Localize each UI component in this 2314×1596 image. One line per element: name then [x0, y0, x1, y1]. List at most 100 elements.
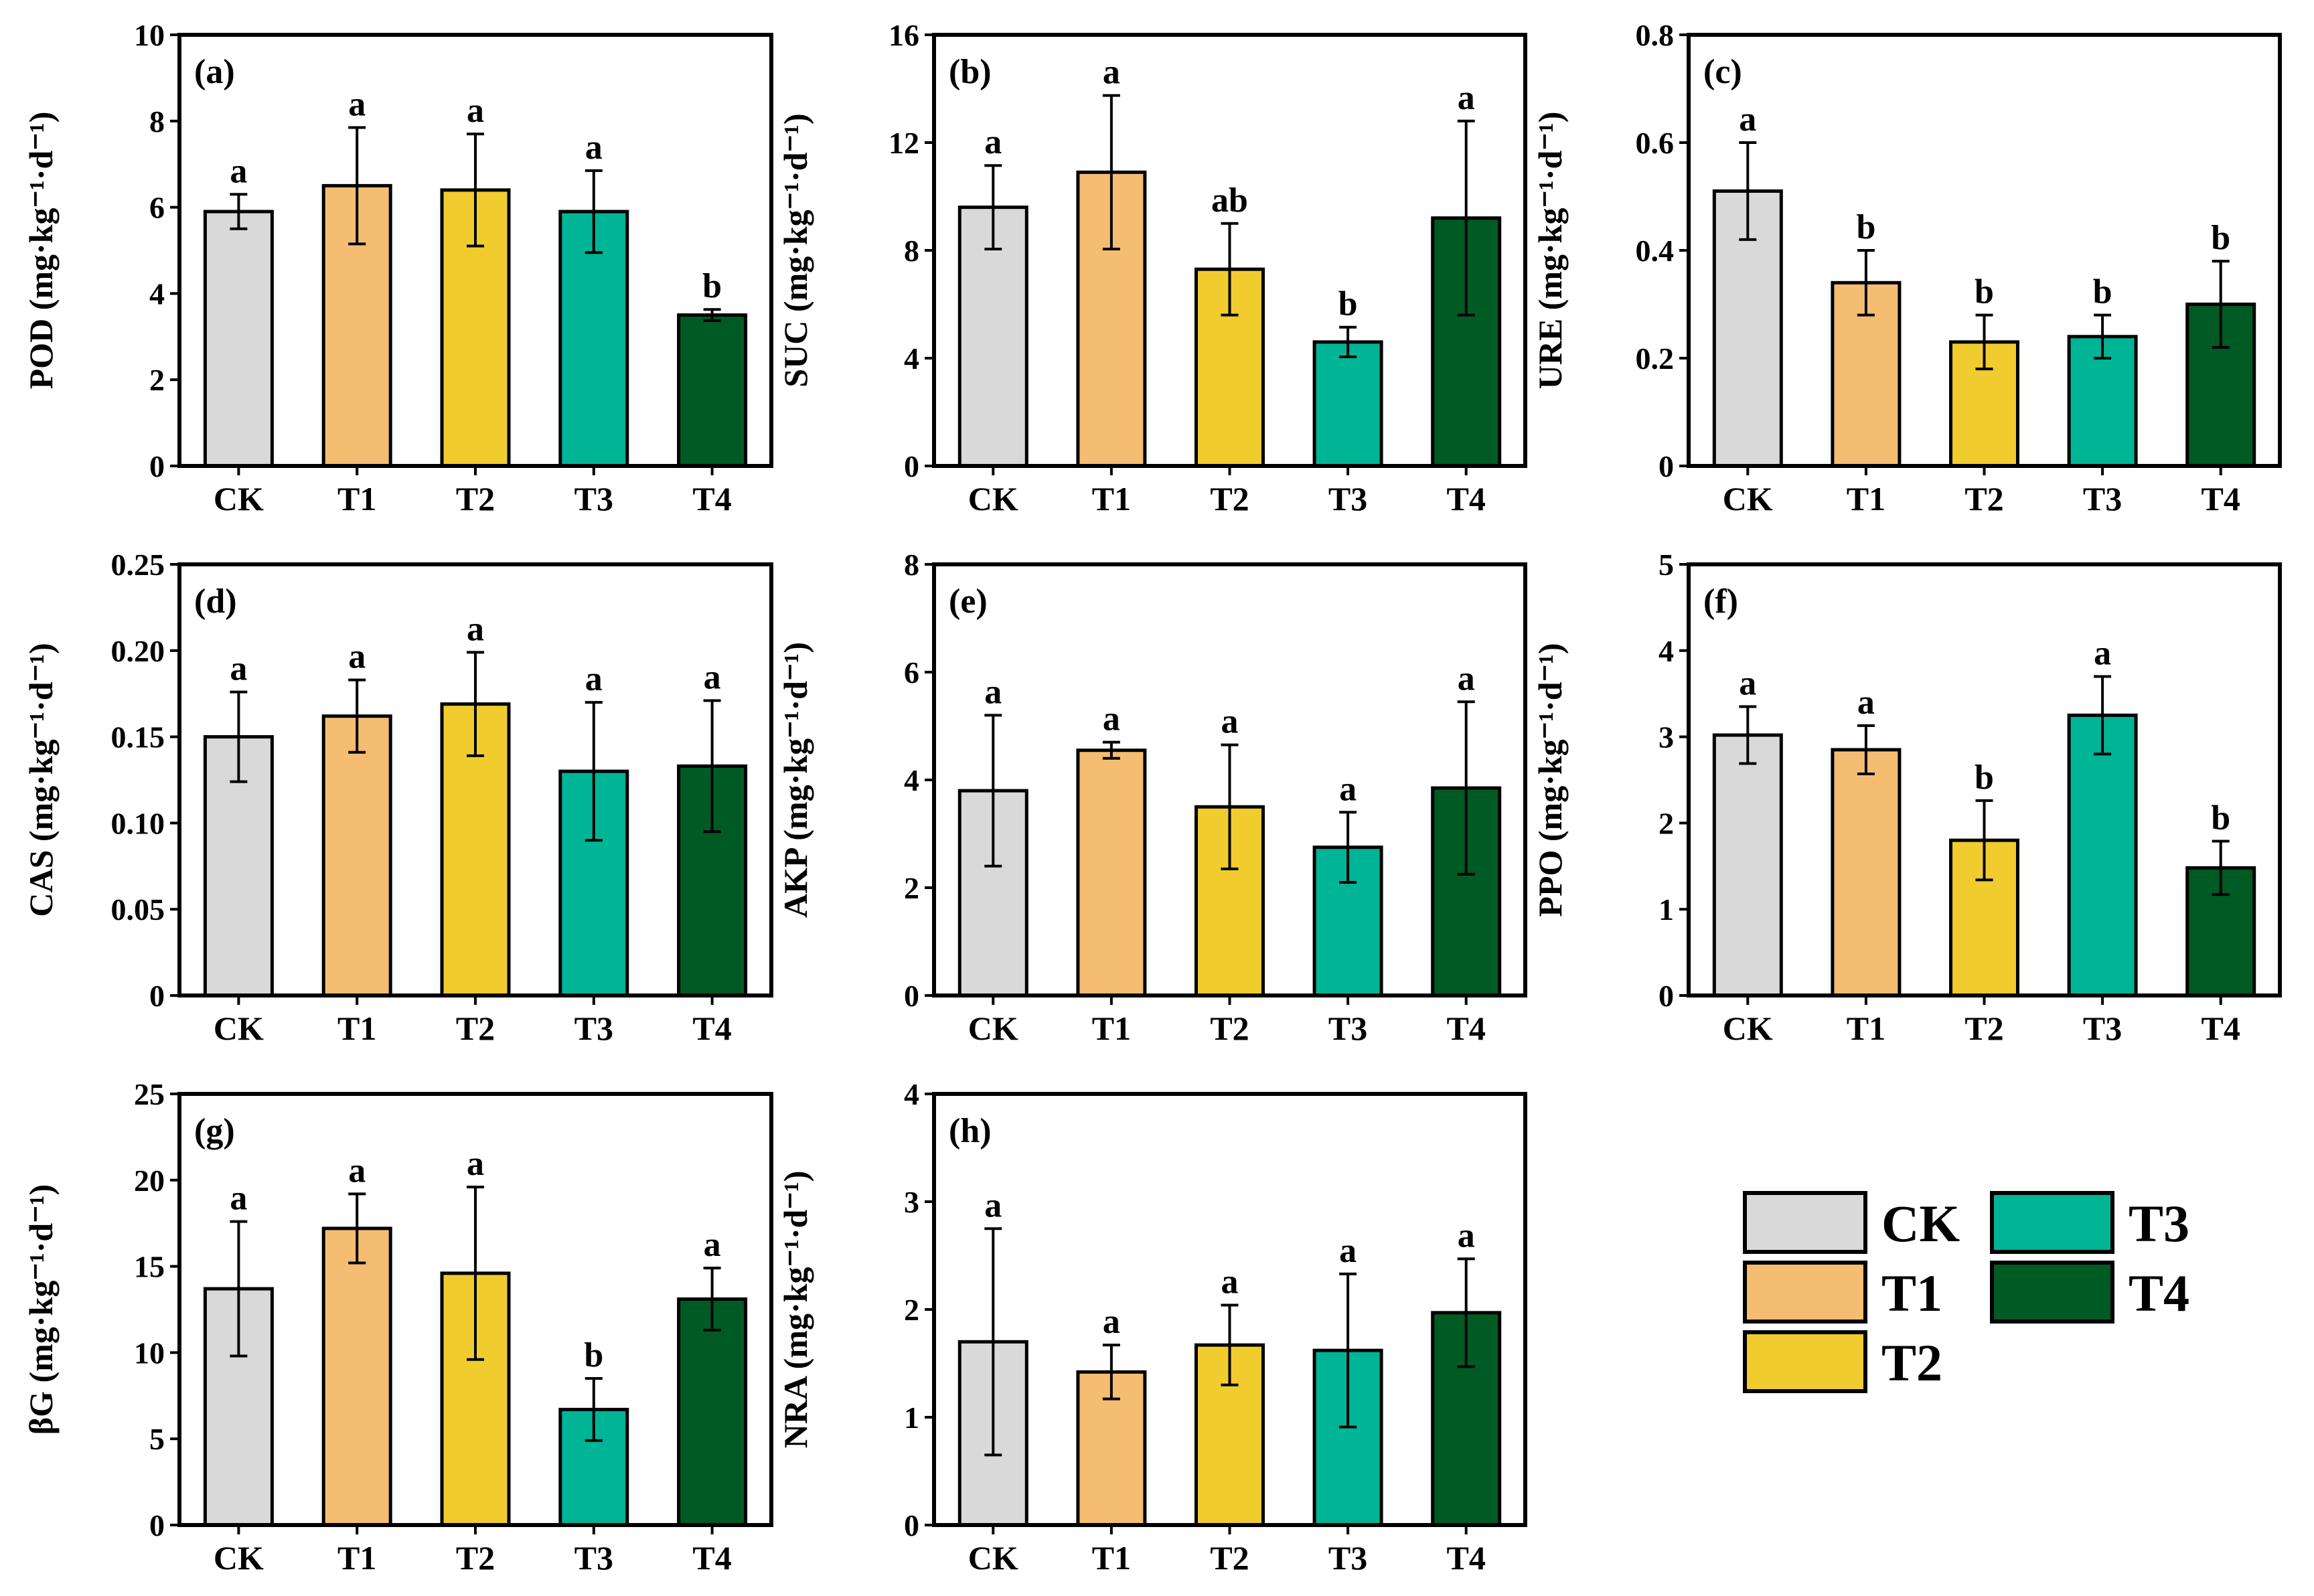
bar-T3	[2067, 713, 2138, 998]
x-tick-label: T2	[1964, 480, 2003, 517]
y-axis-unit: (mg·kg⁻¹·d⁻¹)	[22, 643, 60, 850]
significance-letter: a	[704, 1226, 721, 1264]
y-tick-label: 0.15	[111, 720, 165, 754]
bar-T4	[677, 313, 748, 468]
x-tick-label: T3	[1328, 1010, 1367, 1047]
legend-label-T1: T1	[1881, 1264, 1942, 1322]
legend-swatch-T3	[1990, 1191, 2114, 1254]
y-tick-label: 0	[149, 449, 165, 483]
significance-letter: a	[1458, 79, 1475, 117]
plot-frame	[177, 33, 773, 468]
significance-letter: a	[1857, 684, 1875, 722]
y-axis-name: AKP	[777, 848, 814, 918]
x-tick-label: T1	[337, 1539, 376, 1577]
significance-letter: a	[1339, 1232, 1357, 1270]
x-tick-label: CK	[968, 480, 1018, 517]
y-axis-name: βG	[22, 1391, 60, 1435]
legend-swatch-CK	[1743, 1191, 1867, 1254]
panel-label: (e)	[949, 582, 988, 621]
significance-letter: b	[1856, 208, 1875, 246]
significance-letter: b	[2211, 799, 2230, 837]
legend-label-CK: CK	[1881, 1194, 1960, 1253]
significance-letter: b	[2093, 273, 2112, 311]
y-axis-name: URE	[1531, 319, 1569, 390]
y-tick-label: 0.10	[111, 806, 165, 840]
panel-label: (b)	[949, 53, 992, 91]
x-tick-label: T4	[1447, 1539, 1486, 1577]
y-tick-label: 6	[149, 191, 165, 225]
y-axis-title: URE (mg·kg⁻¹·d⁻¹)	[1531, 112, 1569, 390]
x-tick-label: T1	[337, 1010, 376, 1047]
x-tick-label: CK	[968, 1010, 1018, 1047]
y-tick-label: 1	[1659, 892, 1674, 927]
plot-frame	[1687, 33, 2282, 468]
y-tick-label: 0	[149, 1508, 165, 1542]
x-tick-label: T3	[1328, 1539, 1367, 1577]
y-tick-label: 0	[1659, 979, 1674, 1013]
panel-c: 0 0.2 0.4 0.6 0.8 a CK b T1 b T2 b T3 b T4 (c) URE (mg·k…	[1531, 18, 2282, 517]
x-tick-label: T1	[1847, 1010, 1885, 1047]
y-tick-label: 25	[134, 1077, 165, 1111]
x-tick-label: T1	[1092, 480, 1131, 517]
y-tick-label: 16	[889, 18, 919, 52]
plot-frame	[932, 1092, 1527, 1527]
x-tick-label: CK	[214, 1010, 264, 1047]
significance-letter: a	[230, 650, 247, 688]
significance-letter: a	[1458, 659, 1475, 698]
panel-label: (d)	[194, 582, 237, 621]
x-tick-label: CK	[214, 480, 264, 517]
y-tick-label: 10	[134, 1336, 165, 1370]
significance-letter: a	[348, 85, 366, 123]
y-tick-label: 4	[1659, 634, 1674, 668]
legend-swatch-T2	[1743, 1330, 1867, 1393]
x-tick-label: T3	[1328, 480, 1367, 517]
y-tick-label: 0	[904, 979, 919, 1013]
significance-letter: a	[2094, 634, 2111, 672]
panel-label: (c)	[1703, 53, 1742, 91]
significance-letter: b	[702, 267, 722, 305]
bar-T1	[1831, 748, 1902, 998]
y-tick-label: 2	[1659, 806, 1674, 840]
y-tick-label: 0	[904, 1508, 919, 1542]
y-tick-label: 0.25	[111, 548, 165, 582]
y-tick-label: 5	[1659, 548, 1674, 582]
significance-letter: a	[348, 638, 366, 676]
y-axis-unit: (mg·kg⁻¹·d⁻¹)	[777, 113, 814, 320]
bar-CK	[203, 210, 274, 468]
y-tick-label: 12	[889, 126, 919, 160]
y-tick-label: 3	[1659, 720, 1674, 754]
y-tick-label: 3	[904, 1185, 919, 1219]
significance-letter: b	[1975, 759, 1994, 797]
x-tick-label: T4	[1447, 480, 1486, 517]
x-tick-label: T2	[456, 1010, 495, 1047]
significance-letter: a	[585, 660, 603, 698]
significance-letter: a	[984, 673, 1002, 711]
significance-letter: a	[1103, 54, 1120, 92]
y-tick-label: 2	[904, 871, 919, 905]
significance-letter: a	[467, 92, 484, 130]
y-axis-name: PPO	[1531, 850, 1569, 917]
significance-letter: a	[1103, 700, 1120, 738]
significance-letter: a	[984, 1186, 1002, 1224]
panel-h: 0 1 2 3 4 a CK a T1 a T2 a T3 a T4 (h) NRA (mg·kg⁻¹·d⁻¹)	[777, 1077, 1527, 1577]
y-tick-label: 2	[904, 1293, 919, 1327]
legend-swatch-T4	[1990, 1261, 2114, 1324]
bar-CK	[1712, 733, 1783, 998]
x-tick-label: T3	[574, 480, 613, 517]
y-tick-label: 0	[1659, 449, 1674, 483]
bar-T4	[677, 1297, 748, 1527]
x-tick-label: CK	[214, 1539, 264, 1577]
panel-b: 0 4 8 12 16 a CK a T1 ab T2 b T3 a T4 (b) SUC (mg·kg⁻¹·d…	[777, 18, 1527, 517]
significance-letter: a	[467, 610, 484, 648]
legend-label-T2: T2	[1881, 1334, 1942, 1392]
significance-letter: ab	[1211, 181, 1248, 220]
x-tick-label: T3	[2083, 480, 2122, 517]
y-tick-label: 4	[904, 1077, 919, 1111]
plot-frame	[1687, 562, 2282, 998]
y-tick-label: 0.4	[1636, 234, 1675, 268]
y-tick-label: 0.6	[1636, 126, 1675, 160]
panel-label: (g)	[194, 1112, 235, 1150]
x-tick-label: T3	[2083, 1010, 2122, 1047]
significance-letter: a	[704, 659, 721, 697]
y-axis-unit: (mg·kg⁻¹·d⁻¹)	[1531, 643, 1569, 850]
